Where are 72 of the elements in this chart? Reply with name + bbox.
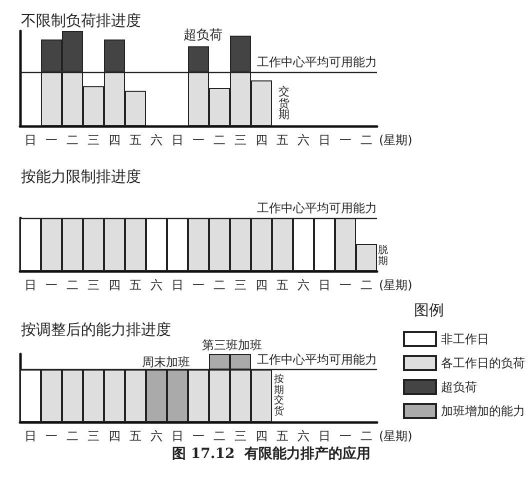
annotation: 交货期 <box>278 85 290 122</box>
x-tick-label: 四 <box>108 133 120 147</box>
x-axis-title: (星期) <box>379 133 412 147</box>
x-tick-label: 日 <box>172 429 184 443</box>
x-tick-label: 二 <box>360 133 372 147</box>
ref-line-label: 工作中心平均可用能力 <box>257 201 377 215</box>
x-tick-label: 日 <box>318 133 330 147</box>
chart-title: 按能力限制排进度 <box>21 168 141 186</box>
x-tick-label: 一 <box>192 278 204 292</box>
legend-title: 图例 <box>414 301 444 319</box>
x-tick-label: 三 <box>234 278 246 292</box>
x-tick-label: 一 <box>46 429 58 443</box>
legend-label: 超负荷 <box>441 380 477 394</box>
x-tick-label: 一 <box>340 278 352 292</box>
annotation: 按期交货 <box>274 374 284 417</box>
x-tick-label: 日 <box>318 278 330 292</box>
x-tick-label: 五 <box>276 429 288 443</box>
x-tick-label: 一 <box>192 429 204 443</box>
x-axis-title: (星期) <box>379 429 412 443</box>
x-tick-label: 四 <box>256 278 268 292</box>
x-tick-label: 二 <box>214 278 226 292</box>
x-tick-label: 四 <box>108 278 120 292</box>
x-tick-label: 三 <box>88 278 100 292</box>
x-tick-label: 一 <box>340 133 352 147</box>
annotation: 周末加班 <box>142 355 190 369</box>
x-tick-label: 六 <box>298 429 310 443</box>
x-tick-label: 日 <box>24 278 36 292</box>
x-tick-label: 二 <box>66 133 78 147</box>
x-tick-label: 三 <box>88 133 100 147</box>
x-tick-label: 日 <box>172 278 184 292</box>
x-tick-label: 一 <box>46 133 58 147</box>
x-tick-label: 三 <box>234 429 246 443</box>
x-tick-label: 二 <box>214 133 226 147</box>
x-tick-label: 二 <box>214 429 226 443</box>
x-tick-label: 二 <box>66 278 78 292</box>
legend-label: 加班增加的能力 <box>441 404 525 418</box>
legend-label: 各工作日的负荷 <box>441 356 525 370</box>
x-tick-label: 五 <box>276 278 288 292</box>
x-tick-label: 五 <box>130 278 142 292</box>
text: 脱期 <box>378 245 388 267</box>
annotation: 超负荷 <box>184 28 222 43</box>
ref-line-label: 工作中心平均可用能力 <box>257 54 377 69</box>
x-tick-label: 二 <box>360 429 372 443</box>
x-tick-label: 日 <box>318 429 330 443</box>
x-tick-label: 六 <box>150 278 162 292</box>
text: 第三班加班 <box>202 338 262 352</box>
x-tick-label: 四 <box>108 429 120 443</box>
x-tick-label: 二 <box>66 429 78 443</box>
x-tick-label: 五 <box>276 133 288 147</box>
x-tick-label: 日 <box>24 133 36 147</box>
x-tick-label: 五 <box>130 133 142 147</box>
x-tick-label: 日 <box>24 429 36 443</box>
x-tick-label: 三 <box>88 429 100 443</box>
x-tick-label: 六 <box>298 278 310 292</box>
x-tick-label: 一 <box>192 133 204 147</box>
x-tick-label: 六 <box>150 429 162 443</box>
x-tick-label: 一 <box>46 278 58 292</box>
x-axis-title: (星期) <box>379 278 412 292</box>
x-tick-label: 六 <box>298 133 310 147</box>
x-tick-label: 五 <box>130 429 142 443</box>
x-tick-label: 四 <box>256 429 268 443</box>
x-tick-label: 二 <box>360 278 372 292</box>
ref-line-label: 工作中心平均可用能力 <box>257 352 377 367</box>
chart-title: 按调整后的能力排进度 <box>21 320 171 338</box>
x-tick-label: 四 <box>256 133 268 147</box>
legend-label: 非工作日 <box>441 332 489 346</box>
x-tick-label: 日 <box>172 133 184 147</box>
chart-title: 不限制负荷排进度 <box>21 12 141 30</box>
x-tick-label: 一 <box>340 429 352 443</box>
caption: 图 17.12 有限能力排产的应用 <box>172 446 370 462</box>
x-tick-label: 六 <box>150 133 162 147</box>
x-tick-label: 三 <box>234 133 246 147</box>
